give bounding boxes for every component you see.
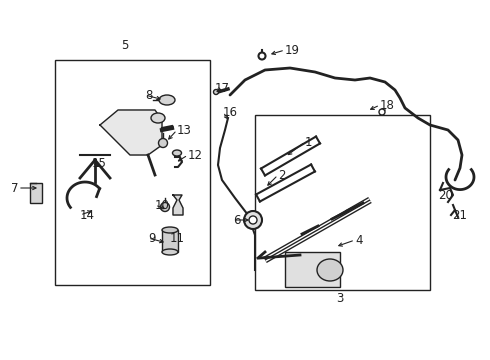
Ellipse shape <box>162 249 178 255</box>
Text: 1: 1 <box>305 135 313 149</box>
Bar <box>285 252 340 287</box>
Text: 10: 10 <box>155 198 170 212</box>
Ellipse shape <box>159 95 175 105</box>
Ellipse shape <box>249 216 257 224</box>
Text: 17: 17 <box>215 81 230 95</box>
Ellipse shape <box>379 109 385 115</box>
Ellipse shape <box>172 150 181 156</box>
Ellipse shape <box>151 113 165 123</box>
Ellipse shape <box>259 53 266 59</box>
Text: 12: 12 <box>188 149 203 162</box>
Text: 20: 20 <box>438 189 453 202</box>
Text: 8: 8 <box>145 89 152 102</box>
Text: 18: 18 <box>380 99 395 112</box>
Text: 19: 19 <box>285 44 300 57</box>
Ellipse shape <box>214 90 219 95</box>
Ellipse shape <box>244 211 262 229</box>
Ellipse shape <box>158 139 168 148</box>
Bar <box>162 230 178 252</box>
Bar <box>30 183 42 203</box>
Bar <box>255 115 430 290</box>
Ellipse shape <box>317 259 343 281</box>
Text: 16: 16 <box>223 105 238 118</box>
Ellipse shape <box>162 227 178 233</box>
Bar <box>55 60 210 285</box>
Text: 13: 13 <box>177 123 192 136</box>
Polygon shape <box>173 195 183 215</box>
Text: 2: 2 <box>278 168 286 181</box>
Text: 6: 6 <box>233 213 241 226</box>
Polygon shape <box>100 110 162 155</box>
Text: 14: 14 <box>80 208 95 221</box>
Text: 11: 11 <box>170 231 185 244</box>
Text: 15: 15 <box>92 157 107 170</box>
Text: 4: 4 <box>355 234 363 247</box>
Text: 7: 7 <box>10 181 18 194</box>
Ellipse shape <box>161 202 170 212</box>
Text: 21: 21 <box>452 208 467 221</box>
Text: 9: 9 <box>148 231 155 244</box>
Text: 3: 3 <box>336 292 343 305</box>
Text: 5: 5 <box>122 39 129 51</box>
